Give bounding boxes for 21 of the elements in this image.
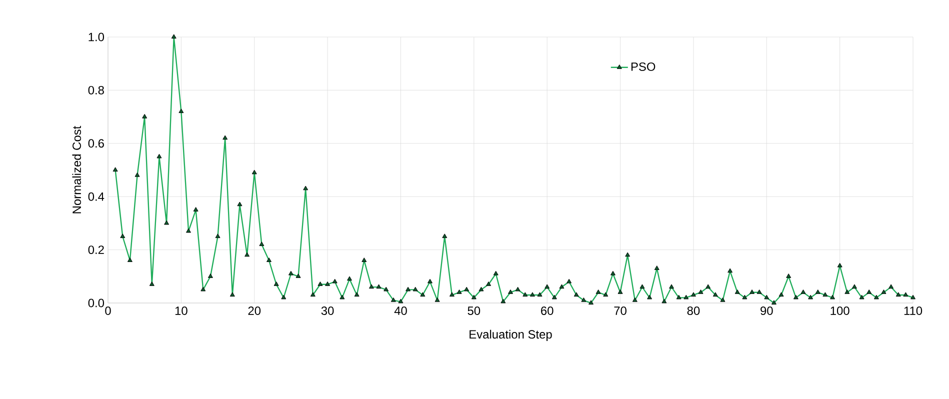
y-tick-label: 0.8 — [88, 86, 104, 94]
x-tick-label: 90 — [760, 306, 773, 315]
x-tick-label: 30 — [321, 306, 334, 315]
y-axis-title: Normalized Cost — [72, 126, 82, 214]
y-tick-label: 0.4 — [88, 192, 104, 201]
x-tick-label: 10 — [175, 306, 188, 315]
y-tick-label: 1.0 — [88, 32, 104, 42]
x-tick-label: 60 — [541, 306, 554, 315]
x-tick-label: 80 — [687, 306, 700, 315]
x-axis-title: Evaluation Step — [470, 330, 552, 341]
x-tick-label: 40 — [394, 306, 407, 315]
x-tick-label: 50 — [468, 306, 480, 315]
x-tick-label: 100 — [830, 306, 850, 315]
x-tick-label: 110 — [904, 306, 922, 315]
x-tick-label: 0 — [105, 306, 111, 315]
legend-label: PSO — [631, 62, 656, 71]
y-tick-label: 0.6 — [88, 139, 104, 148]
x-tick-label: 70 — [614, 306, 626, 315]
y-tick-label: 0.2 — [88, 246, 104, 254]
y-tick-label: 0.0 — [88, 298, 104, 308]
x-tick-label: 20 — [248, 306, 261, 315]
